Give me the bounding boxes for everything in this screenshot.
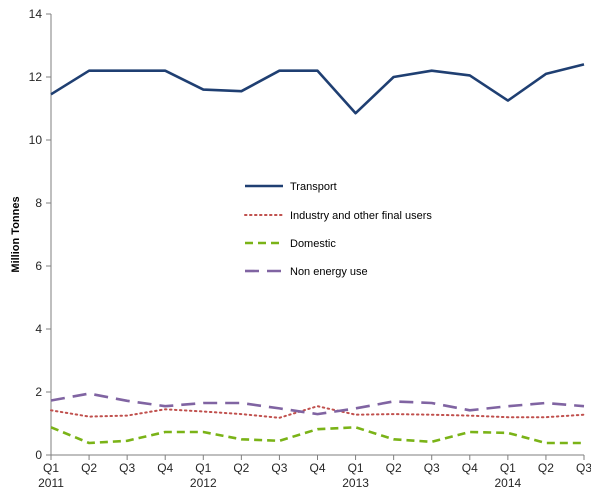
x-tick-label: Q3 (576, 461, 591, 475)
y-tick-label: 10 (29, 133, 43, 147)
legend-label: Transport (290, 181, 337, 193)
x-tick-label: Q4 (462, 461, 478, 475)
y-tick-label: 14 (29, 7, 43, 21)
legend-label: Industry and other final users (290, 210, 432, 222)
series-line-transport (50, 63, 585, 115)
x-tick-label: Q2 (538, 461, 554, 475)
series-line-domestic (50, 425, 584, 445)
y-tick-label: 12 (29, 70, 43, 84)
y-tick-label: 2 (35, 385, 42, 399)
series-line-industry-and-other-final-users (50, 405, 585, 419)
y-tick-label: 0 (35, 448, 42, 462)
legend: Transport Industry and other final users D… (244, 181, 432, 278)
series-line-non-energy-use (50, 392, 585, 416)
x-tick-label: Q1 (43, 461, 59, 475)
x-tick-label: Q3 (424, 461, 440, 475)
x-tick-label: Q1 (348, 461, 364, 475)
legend-label: Non energy use (290, 266, 368, 278)
x-tick-label: Q2 (386, 461, 402, 475)
x-year-label: 2013 (342, 476, 369, 490)
x-tick-label: Q2 (233, 461, 249, 475)
series-lines (50, 63, 585, 445)
x-tick-label: Q1 (195, 461, 211, 475)
y-tick-label: 6 (35, 259, 42, 273)
x-tick-label: Q1 (500, 461, 516, 475)
x-tick-label: Q4 (157, 461, 173, 475)
x-tick-label: Q3 (119, 461, 135, 475)
axes: 0 2 4 6 8 10 12 14 Million Tonnes Q1 Q2 Q3 Q4 Q1 Q2 Q3 Q… (10, 7, 591, 490)
y-tick-label: 8 (35, 196, 42, 210)
x-year-label: 2012 (190, 476, 217, 490)
y-axis-title: Million Tonnes (10, 196, 22, 272)
x-tick-label: Q2 (81, 461, 97, 475)
y-tick-label: 4 (35, 322, 42, 336)
legend-label: Domestic (290, 238, 336, 250)
x-tick-label: Q4 (309, 461, 325, 475)
x-tick-label: Q3 (271, 461, 287, 475)
x-year-label: 2014 (495, 476, 522, 490)
x-year-label: 2011 (38, 476, 64, 490)
